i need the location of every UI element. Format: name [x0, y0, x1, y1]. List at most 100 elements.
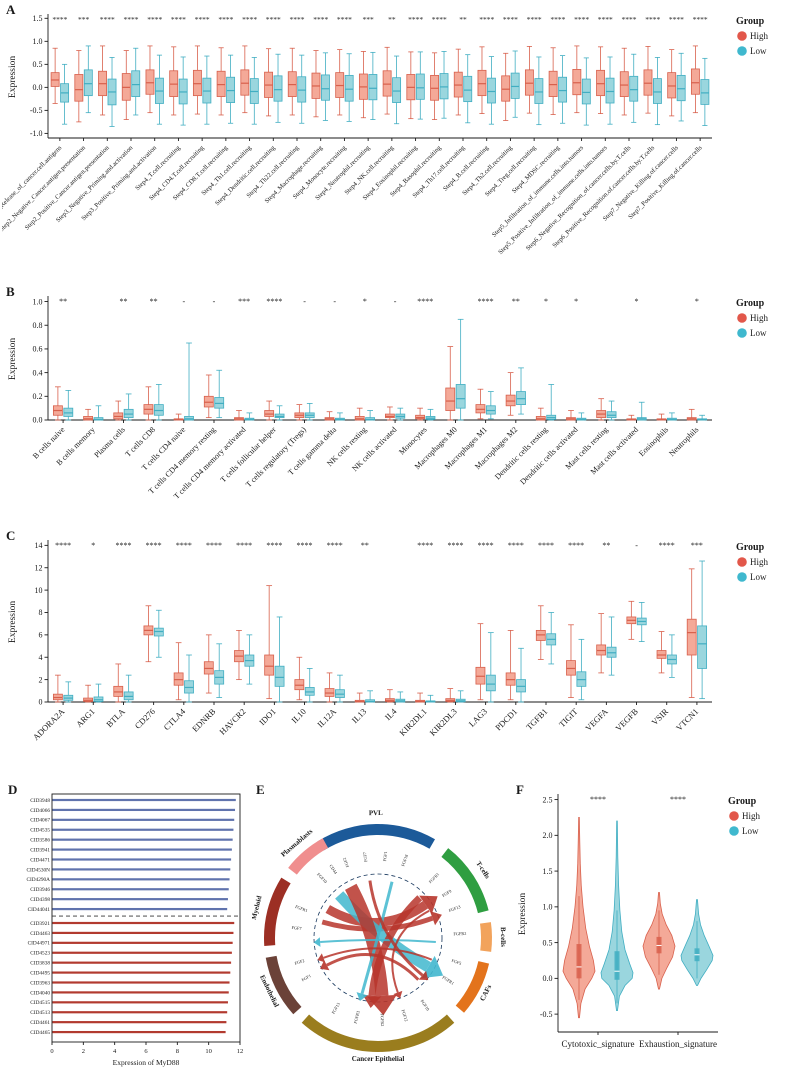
- category-label: KIR2DL3: [427, 706, 458, 737]
- chord-arrowhead: [421, 955, 444, 979]
- box-high: [294, 656, 305, 701]
- bar-label: CID4535: [30, 828, 50, 834]
- box-low: [249, 57, 259, 125]
- category-label: Step4_T.cell.recruiting: [134, 144, 182, 192]
- box-high: [430, 52, 439, 120]
- y-axis-title: Expression: [8, 338, 18, 380]
- box-high: [354, 692, 365, 703]
- significance-label: ****: [432, 15, 447, 24]
- category-label: EDNRB: [190, 706, 218, 734]
- segment-endothelial: [265, 955, 302, 1015]
- box-high: [415, 407, 425, 421]
- y-tick-label: 10: [35, 586, 43, 595]
- chord: [326, 953, 420, 981]
- gene-label: FGF7: [362, 851, 368, 862]
- y-tick-label: 0.8: [33, 321, 43, 330]
- category-label: Neutrophils: [667, 425, 700, 458]
- gene-label: FGF2: [342, 857, 350, 868]
- category-label: BTLA: [104, 706, 127, 729]
- legend-swatch-low: [729, 826, 739, 836]
- significance-label: ****: [100, 15, 115, 24]
- gene-label: FGF13: [330, 1002, 340, 1015]
- y-tick-label: 0.6: [33, 345, 43, 354]
- y-tick-label: 0: [39, 698, 43, 707]
- box-high: [475, 388, 486, 420]
- category-label: VTCN1: [674, 706, 700, 732]
- category-label: TIGIT: [557, 706, 580, 729]
- box-high: [203, 374, 214, 419]
- significance-label: ****: [408, 15, 423, 24]
- violin-box: [614, 951, 620, 980]
- box-low: [123, 674, 134, 703]
- gene-label: FGF10: [316, 872, 328, 884]
- bar: [52, 981, 230, 984]
- bar: [52, 907, 228, 911]
- significance-label: ***: [238, 297, 250, 306]
- gene-label: FGF10: [420, 999, 431, 1012]
- gene-label: FGF7: [291, 925, 302, 931]
- panel-f-svg: F -0.5 0.0 0.5 1.0 1.5 2.0 2.5 Expression **** Cyt…: [516, 782, 761, 1049]
- significance-label: ****: [176, 541, 192, 550]
- gene-label: FGF5: [451, 958, 462, 966]
- box-low: [605, 56, 615, 125]
- box-low: [516, 367, 526, 415]
- legend-label: High: [750, 31, 769, 41]
- y-tick-label: 0.0: [543, 974, 553, 983]
- category-label: Cytotoxic_signature: [562, 1039, 635, 1049]
- category-label: HAVCR2: [217, 706, 247, 736]
- significance-label: ****: [622, 15, 637, 24]
- box-low: [131, 47, 141, 116]
- box-low: [184, 654, 194, 703]
- legend-label: Low: [742, 826, 759, 836]
- significance-label: ****: [115, 541, 131, 550]
- category-label: Step2_Positive_Cancer.antigen.presentati…: [24, 144, 112, 232]
- box-high: [505, 629, 516, 701]
- axes: [44, 540, 712, 705]
- box-low: [676, 52, 686, 122]
- significance-label: ****: [574, 15, 589, 24]
- significance-label: ****: [669, 15, 684, 24]
- bar: [52, 808, 236, 812]
- bar: [52, 858, 232, 861]
- box-high: [477, 46, 487, 114]
- segment-plasmablasts: [288, 838, 329, 875]
- box-high: [121, 50, 131, 120]
- legend-title: Group: [736, 542, 765, 553]
- y-tick-label: 8: [39, 608, 43, 617]
- segment-myeloid: [264, 877, 291, 946]
- box-high: [656, 631, 667, 674]
- box-low: [425, 694, 436, 703]
- category-label: LAG3: [467, 706, 489, 728]
- box-low: [534, 56, 544, 126]
- chord: [323, 947, 433, 961]
- box-low: [304, 668, 315, 703]
- chord-arrowhead: [393, 990, 403, 999]
- panel-label: C: [6, 528, 15, 543]
- box-high: [143, 386, 154, 421]
- box-low: [365, 690, 376, 703]
- bar: [52, 1021, 227, 1024]
- chord: [325, 901, 429, 927]
- box-low: [155, 54, 164, 125]
- box-high: [52, 674, 63, 703]
- box-low: [214, 369, 225, 419]
- bar: [52, 921, 235, 925]
- box-high: [234, 629, 244, 681]
- legend-swatch-low: [737, 46, 747, 56]
- legend-label: Low: [750, 46, 767, 56]
- box-high: [690, 45, 700, 114]
- box-high: [596, 46, 605, 114]
- bar: [52, 1011, 228, 1014]
- box-low: [184, 342, 194, 421]
- category-label: Dendritic cells activated: [518, 425, 579, 486]
- segment-b-cells: [479, 922, 492, 952]
- significance-label: *: [574, 297, 578, 306]
- panel-c-svg: C02468101214Expression****ADORA2A*ARG1**…: [6, 528, 769, 742]
- y-tick-label: 1.0: [33, 37, 43, 46]
- bar: [52, 888, 229, 891]
- panel-label: E: [256, 782, 265, 797]
- significance-label: ****: [538, 541, 554, 550]
- category-label: VEGFB: [613, 706, 640, 733]
